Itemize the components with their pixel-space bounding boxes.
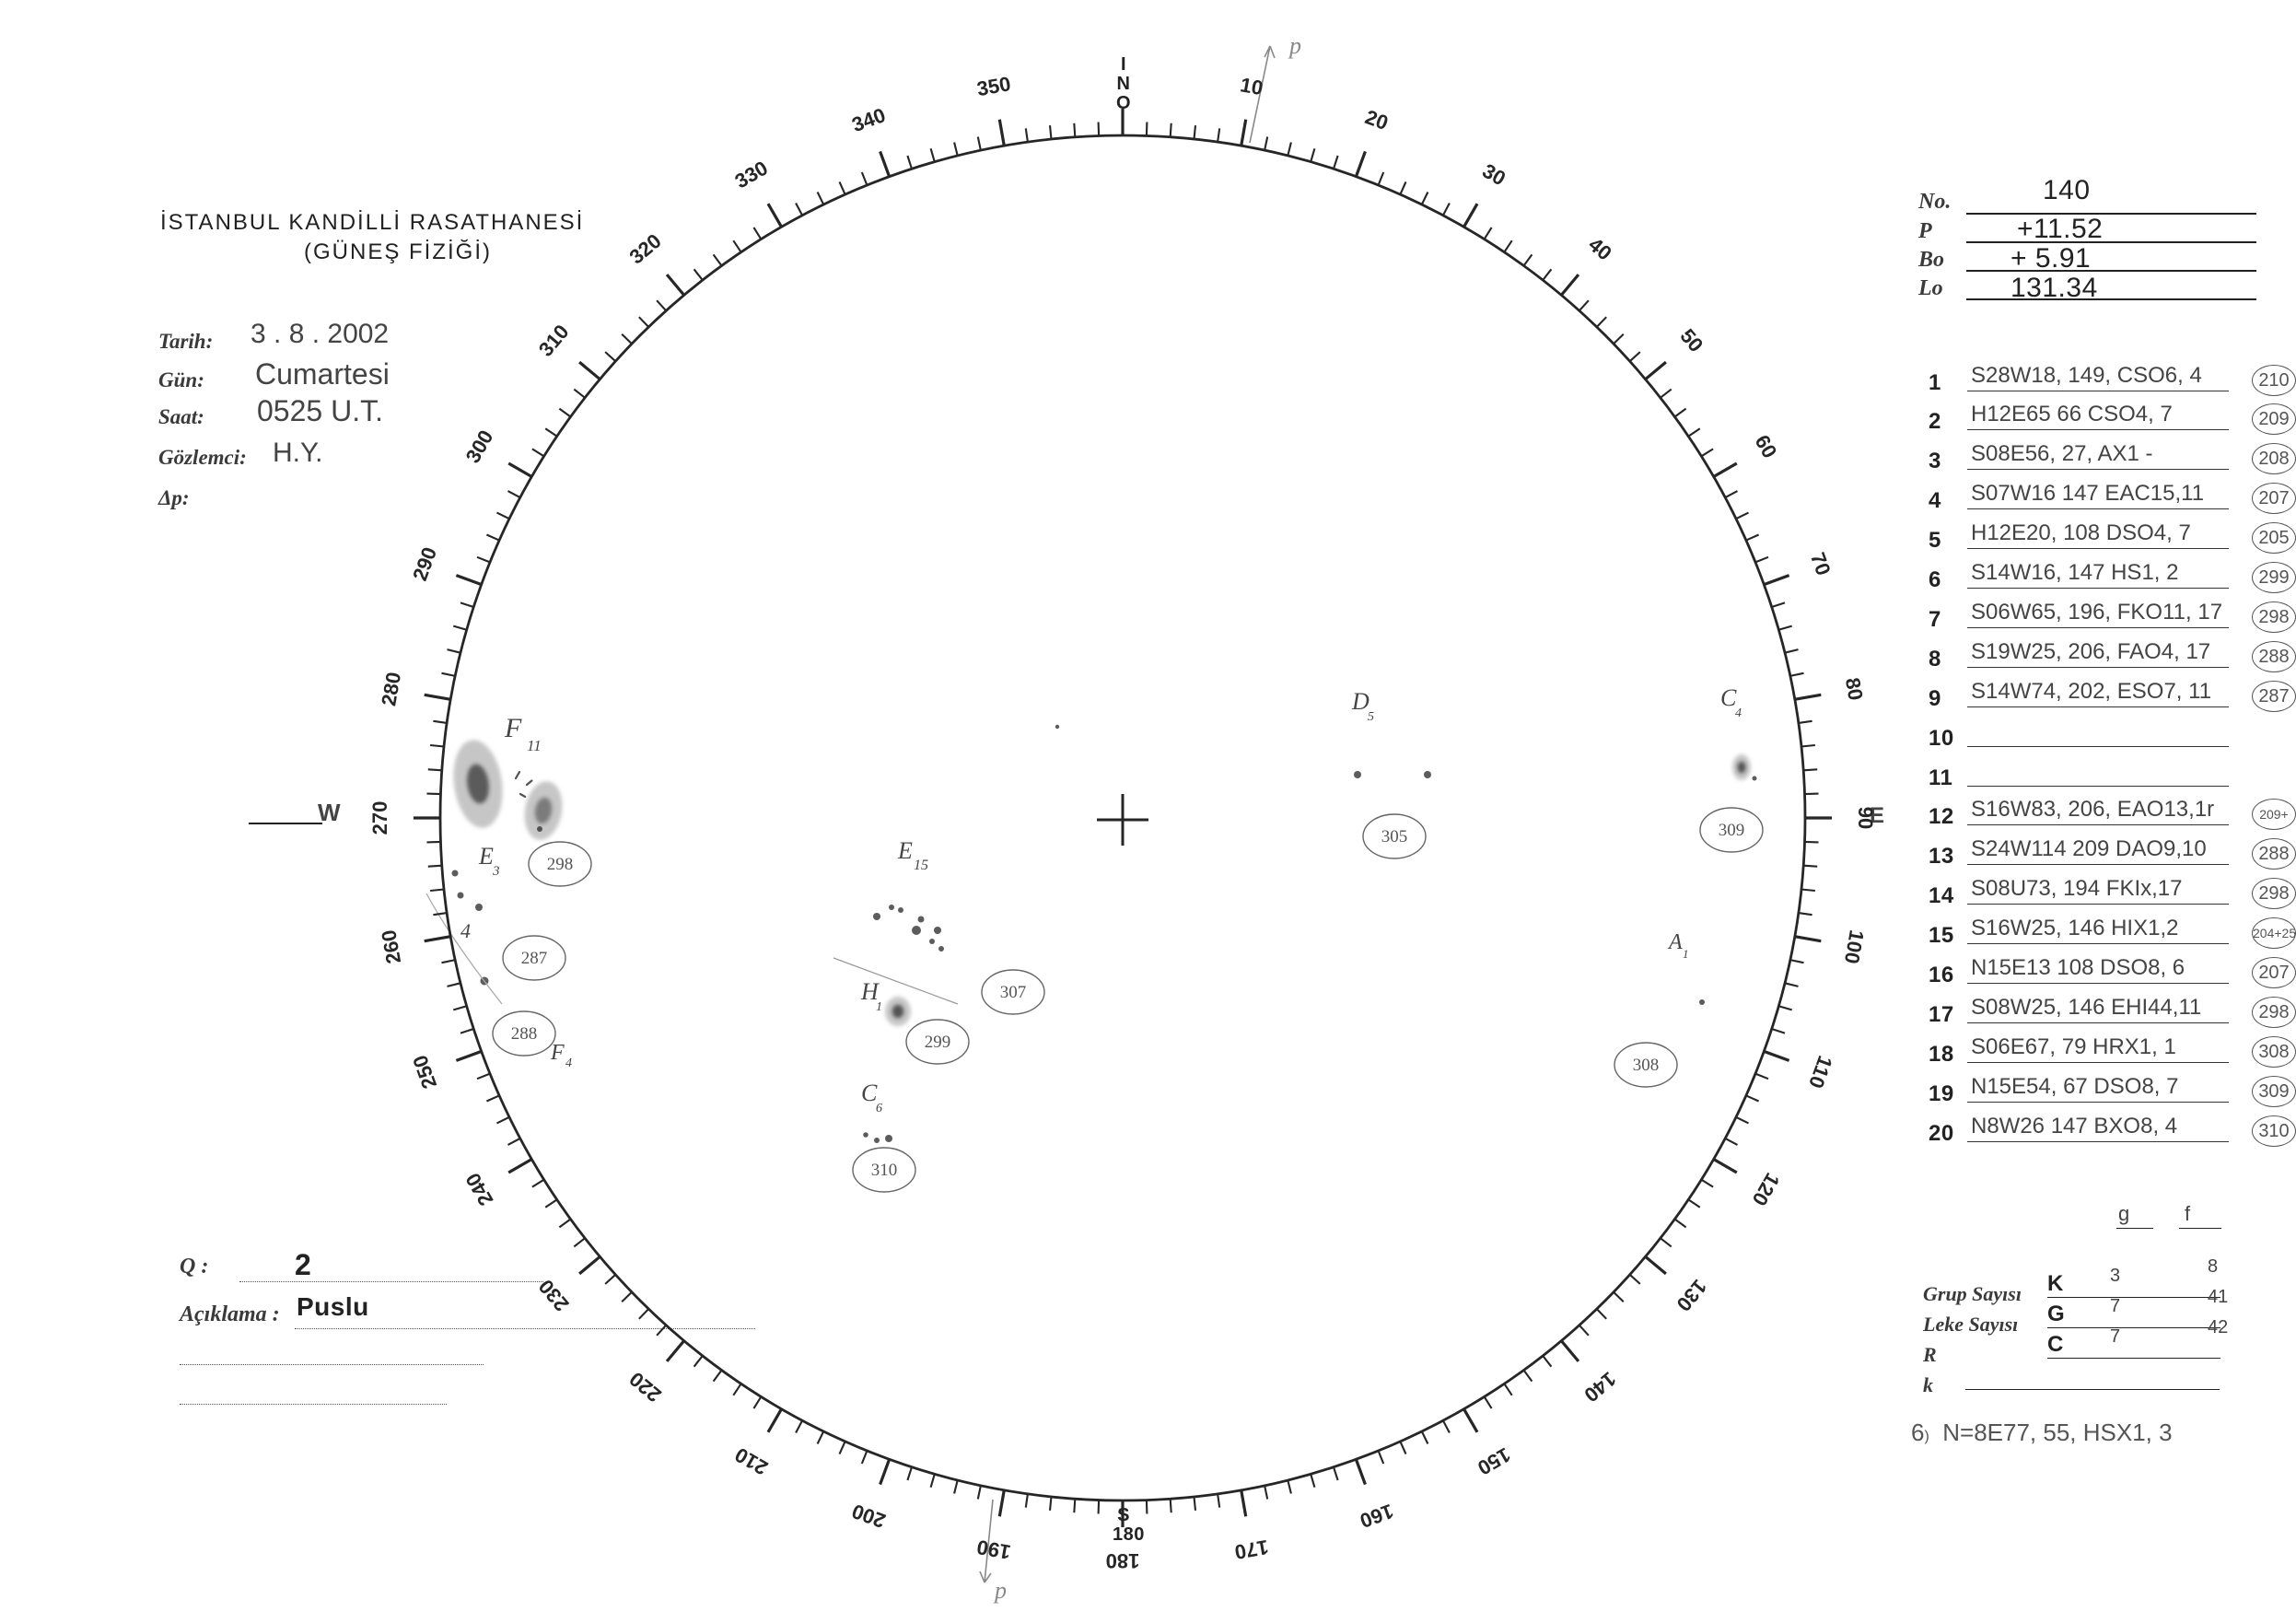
svg-text:250: 250 <box>408 1052 441 1092</box>
svg-text:190: 190 <box>975 1535 1013 1564</box>
svg-text:110: 110 <box>1804 1053 1837 1092</box>
svg-text:1: 1 <box>876 1000 882 1014</box>
svg-text:300: 300 <box>460 426 497 467</box>
svg-text:200: 200 <box>849 1500 889 1533</box>
svg-text:310: 310 <box>871 1161 898 1180</box>
svg-text:307: 307 <box>1000 983 1027 1002</box>
svg-text:E: E <box>478 843 494 870</box>
svg-text:280: 280 <box>377 671 405 708</box>
svg-text:320: 320 <box>624 229 665 269</box>
svg-text:F: F <box>504 713 522 743</box>
svg-text:40: 40 <box>1584 233 1616 265</box>
svg-text:260: 260 <box>377 928 405 966</box>
svg-text:130: 130 <box>1672 1275 1711 1315</box>
svg-text:330: 330 <box>731 156 772 193</box>
svg-text:A: A <box>1667 930 1683 954</box>
svg-text:310: 310 <box>534 320 574 360</box>
svg-text:30: 30 <box>1478 159 1509 191</box>
svg-text:80: 80 <box>1841 676 1868 702</box>
svg-text:1: 1 <box>1683 947 1689 961</box>
svg-text:308: 308 <box>1633 1056 1660 1075</box>
svg-text:D: D <box>1351 688 1369 715</box>
svg-text:270: 270 <box>368 801 391 835</box>
svg-text:220: 220 <box>624 1367 665 1407</box>
svg-text:11: 11 <box>527 737 542 754</box>
svg-text:299: 299 <box>925 1033 951 1052</box>
svg-text:20: 20 <box>1362 105 1392 134</box>
svg-text:4: 4 <box>565 1057 572 1070</box>
svg-text:10: 10 <box>1239 73 1265 99</box>
svg-text:288: 288 <box>511 1024 538 1044</box>
svg-text:160: 160 <box>1357 1500 1396 1533</box>
svg-text:140: 140 <box>1579 1367 1620 1407</box>
svg-text:3: 3 <box>492 864 500 879</box>
svg-text:100: 100 <box>1840 928 1869 966</box>
svg-text:4: 4 <box>460 919 471 942</box>
svg-text:p: p <box>1288 32 1301 59</box>
svg-text:150: 150 <box>1474 1442 1514 1479</box>
svg-text:6: 6 <box>876 1102 882 1115</box>
svg-text:170: 170 <box>1233 1535 1271 1564</box>
svg-text:E: E <box>897 837 913 864</box>
svg-text:210: 210 <box>731 1442 772 1479</box>
svg-text:305: 305 <box>1381 827 1408 847</box>
svg-text:70: 70 <box>1806 549 1836 578</box>
svg-text:4: 4 <box>1735 706 1742 720</box>
svg-text:290: 290 <box>408 544 441 584</box>
svg-text:15: 15 <box>914 858 928 873</box>
svg-text:340: 340 <box>849 103 889 136</box>
svg-text:60: 60 <box>1751 431 1782 462</box>
svg-text:298: 298 <box>547 855 574 874</box>
svg-text:90: 90 <box>1854 807 1877 829</box>
svg-text:F: F <box>550 1041 565 1065</box>
svg-text:50: 50 <box>1675 324 1707 356</box>
svg-text:120: 120 <box>1747 1169 1784 1209</box>
svg-text:309: 309 <box>1719 821 1745 840</box>
svg-text:287: 287 <box>521 949 548 968</box>
svg-text:180: 180 <box>1106 1549 1140 1572</box>
svg-text:p: p <box>993 1577 1007 1604</box>
svg-text:5: 5 <box>1368 710 1374 724</box>
svg-text:240: 240 <box>460 1169 497 1209</box>
svg-text:230: 230 <box>534 1275 574 1315</box>
svg-text:350: 350 <box>975 72 1013 100</box>
